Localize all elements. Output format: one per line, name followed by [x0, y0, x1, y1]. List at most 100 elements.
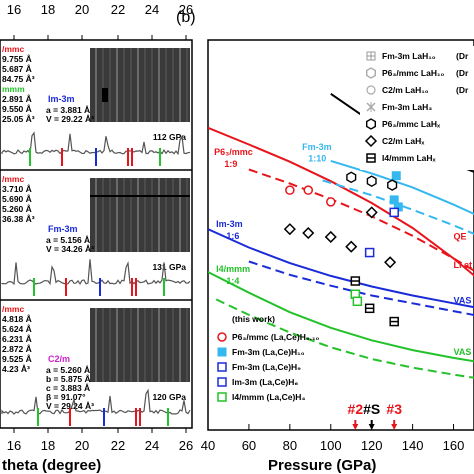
method-labels: QE Li et a VAS VAS [454, 232, 474, 357]
pressure-volume-panel-b: (b) P6₃/mmc 1:9 Fm-3m 1:10 Im-3m 1:6 I4/mmm 1:4… [176, 9, 474, 474]
lattice-parameter: 5.624 Å [2, 324, 32, 334]
pressure-axis-title: Pressure (GPa) [268, 457, 376, 474]
lattice-parameter: 25.05 Å³ [2, 114, 35, 124]
sample-arrowhead [352, 424, 359, 430]
phase-parameter: a = 5.260 Å [46, 365, 90, 375]
legend-marker [217, 347, 227, 357]
lattice-parameter: 6.231 Å [2, 334, 32, 344]
legend-entry: C2/m LaH₁₀ [382, 85, 429, 95]
data-point [345, 240, 358, 253]
legend-entry: P6₃/mmc (La,Ce)H₉.₁₀ [232, 332, 320, 342]
data-point [366, 175, 377, 188]
data-point [364, 247, 375, 258]
phase-name: Fm-3m [48, 224, 78, 234]
data-point [389, 316, 399, 327]
x-tick-label: 60 [242, 438, 256, 453]
phase-parameter: V = 34.26 Å³ [46, 244, 94, 254]
top-two-theta-ticks: 16 18 20 22 24 26 [7, 2, 193, 40]
phase-name: Im-3m [48, 94, 75, 104]
top-tick-label: 24 [145, 2, 159, 17]
legend-marker [366, 118, 376, 130]
phase-parameter: V = 29.24 Å³ [46, 401, 94, 411]
legend-marker [217, 362, 227, 372]
phase-label: 1:9 [224, 159, 237, 169]
phase-label: Im-3m [216, 219, 243, 229]
legend-this-work: (this work) P6₃/mmc (La,Ce)H₉.₁₀ Fm-3m (La… [217, 314, 320, 402]
lattice-parameter: /mmc [2, 304, 24, 314]
phase-name: C2/m [48, 354, 70, 364]
sample-label: #S [363, 401, 380, 417]
phase-label: 1:10 [308, 154, 326, 164]
legend-entry: C2/m LaHₓ [382, 136, 425, 146]
detector-image [90, 48, 190, 122]
sample-label: #3 [386, 401, 402, 417]
data-point [303, 185, 314, 195]
data-point [302, 226, 315, 240]
legend-marker [364, 134, 378, 148]
data-point [387, 179, 398, 191]
pressure-label: 120 GPa [152, 392, 186, 402]
legend-entry: Im-3m (La,Ce)H₆ [232, 377, 298, 387]
legend-marker [217, 392, 227, 402]
phase-label: 1:4 [226, 276, 239, 286]
legend-entry-note: (Dr [456, 85, 469, 95]
data-point [346, 171, 357, 184]
lattice-parameter: /mmc [2, 174, 24, 184]
method-label: Li et a [454, 260, 474, 270]
data-point [285, 185, 295, 195]
data-point [350, 276, 361, 286]
legend-entry: P6₃/mmc LaH₁₀ [382, 68, 444, 78]
data-point [384, 256, 397, 269]
data-point [326, 197, 336, 207]
sample-label: #2 [348, 401, 364, 417]
bottom-tick-label: 18 [41, 438, 55, 453]
legend-entry-note: (Dr [456, 51, 469, 61]
legend-marker [217, 377, 227, 387]
legend-entry: I4/mmm (La,Ce)H₄ [232, 392, 305, 402]
pressure-x-ticks: 40 60 80 100 120 140 160 [201, 424, 465, 453]
legend-entry: Fm-3m LaH₁₀ [382, 51, 436, 61]
volume-curve [330, 159, 474, 216]
bottom-tick-label: 20 [75, 438, 89, 453]
bottom-tick-label: 26 [179, 438, 193, 453]
data-point [365, 206, 378, 219]
x-tick-label: 40 [201, 438, 215, 453]
top-tick-label: 16 [7, 2, 21, 17]
bottom-tick-label: 22 [111, 438, 125, 453]
xrd-pattern [1, 388, 191, 415]
x-tick-label: 100 [320, 438, 342, 453]
xrd-pattern [1, 259, 191, 286]
phase-parameter: a = 5.156 Å [46, 235, 90, 245]
method-label: VAS [454, 295, 472, 305]
legend-marker [366, 51, 376, 61]
bottom-two-theta-ticks: 16 18 20 22 24 26 [7, 428, 193, 453]
top-tick-label: 18 [41, 2, 55, 17]
phase-labels: P6₃/mmc 1:9 Fm-3m 1:10 Im-3m 1:6 I4/mmm 1:4 [214, 142, 332, 286]
lattice-parameter: 2.872 Å [2, 344, 32, 354]
method-label: QE [454, 232, 467, 242]
lattice-parameter: 4.23 Å³ [2, 364, 30, 374]
legend-entry: I4/mmm LaHₓ [382, 153, 437, 163]
legend-background [360, 46, 474, 170]
two-theta-axis-title: theta (degree) [2, 457, 101, 474]
legend-entry-note: (Dr [456, 68, 469, 78]
x-tick-label: 80 [283, 438, 297, 453]
x-tick-label: 160 [443, 438, 465, 453]
pressure-label: 112 GPa [153, 132, 186, 142]
legend-marker [366, 153, 376, 163]
data-point [283, 223, 296, 236]
legend-title: (this work) [232, 314, 275, 324]
phase-parameter: a = 3.881 Å [46, 105, 90, 115]
volume-curve [208, 271, 474, 363]
legend-marker [366, 102, 376, 112]
lattice-parameter: 2.891 Å [2, 94, 32, 104]
phase-label: Fm-3m [302, 142, 332, 152]
phase-parameter: β = 91.07° [46, 392, 86, 402]
sample-arrowhead [391, 424, 398, 430]
lattice-parameter: mmm [2, 84, 25, 94]
legend-marker [366, 85, 376, 95]
sample-pressure-markers: #2 #S #3 [348, 401, 402, 430]
